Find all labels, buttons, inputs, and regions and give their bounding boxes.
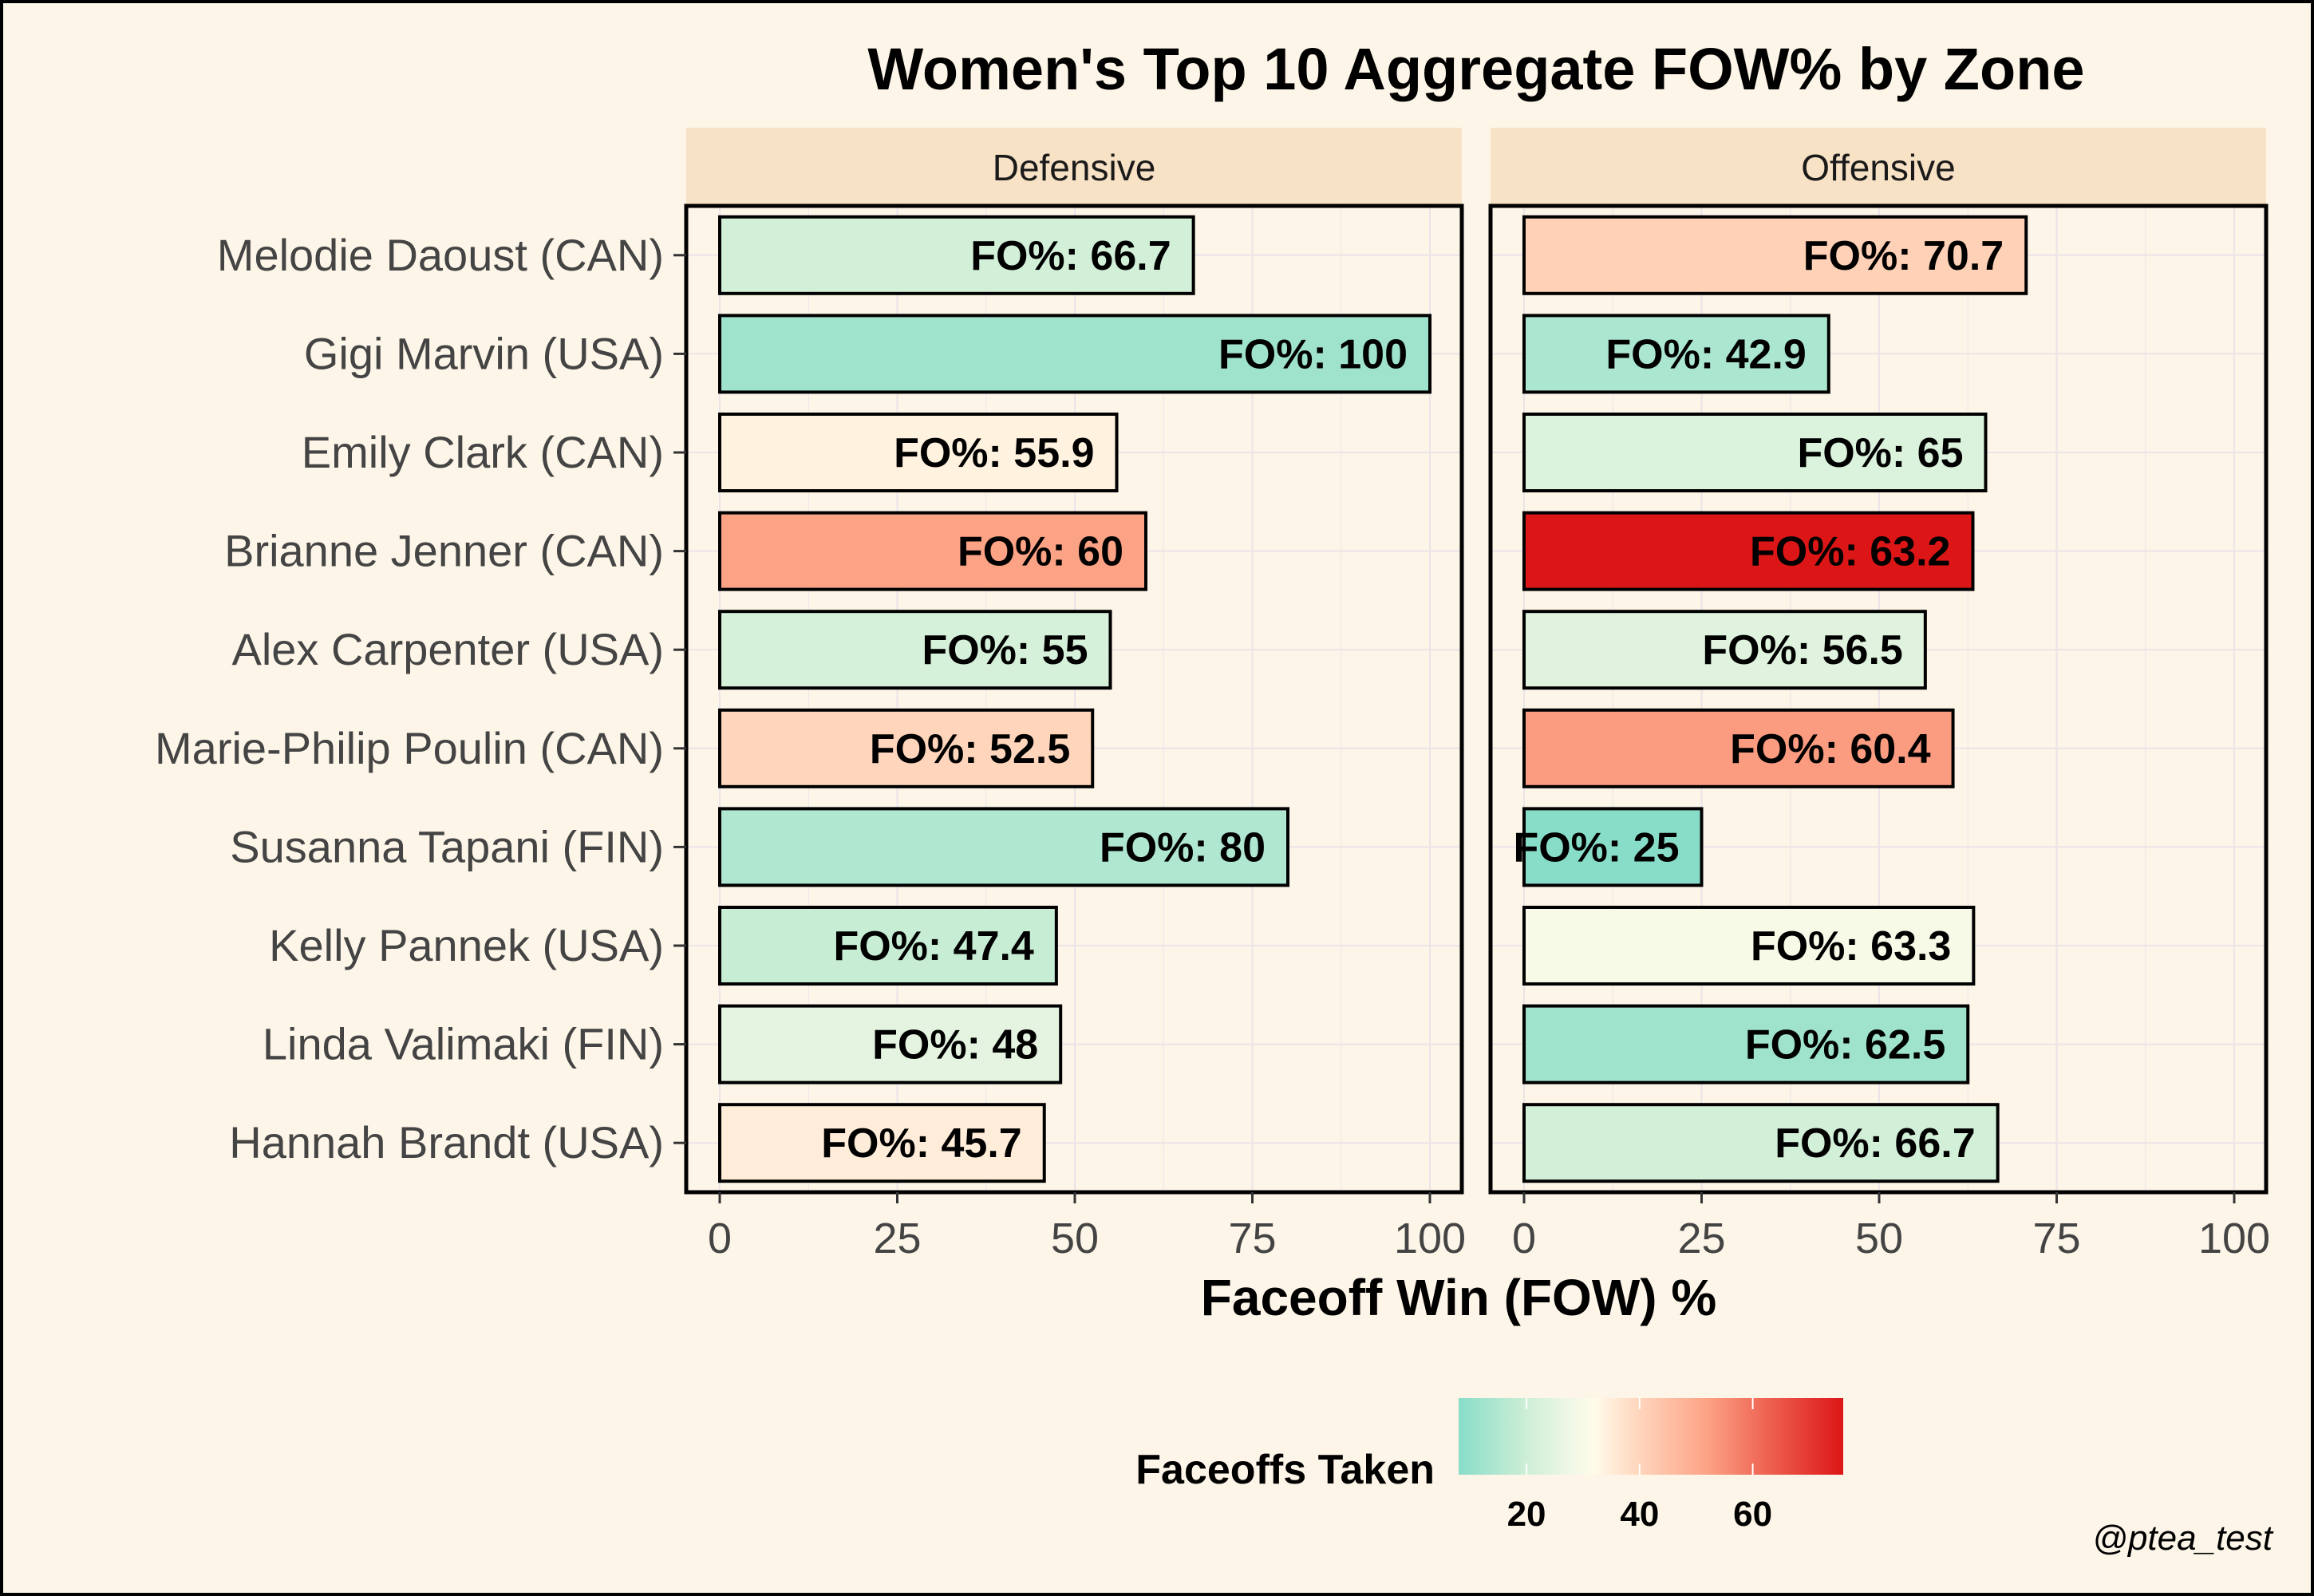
bar-label-offensive: FO%: 60.4 [1730,726,1930,772]
bar-offensive [1522,511,1975,591]
bar-label-offensive: FO%: 66.7 [1775,1120,1975,1167]
bar-defensive [718,314,1431,394]
bar-offensive [1522,807,1704,887]
y-tick-label: Hannah Brandt (USA) [229,1117,664,1167]
y-tick-label: Melodie Daoust (CAN) [217,230,664,280]
bar-offensive [1522,413,1988,492]
x-tick-label: 75 [1228,1215,1276,1262]
legend-tick-label: 60 [1733,1495,1772,1534]
x-tick-label: 50 [1855,1215,1903,1262]
y-tick-label: Susanna Tapani (FIN) [230,821,664,871]
plot-area: Defensive FO%: 66.7 FO%: 100 FO%: 55.9 FO%: … [155,128,2270,1262]
facet-strip-defensive [686,128,1462,206]
bar-offensive [1522,1103,2000,1183]
facet-strip-offensive [1491,128,2266,206]
bar-offensive [1522,314,1830,394]
facet-label-defensive: Defensive [993,147,1156,188]
bar-offensive [1522,610,1927,690]
y-tick-label: Marie-Philip Poulin (CAN) [155,723,664,773]
x-tick-label: 100 [2198,1215,2270,1262]
bar-label-defensive: FO%: 66.7 [970,233,1171,279]
bar-label-offensive: FO%: 62.5 [1745,1022,1945,1069]
bar-offensive [1522,906,1976,986]
bar-label-defensive: FO%: 60 [958,529,1123,575]
bar-offensive [1522,215,2028,295]
legend: Faceoffs Taken 20 40 60 [1135,1398,1843,1534]
bar-label-defensive: FO%: 52.5 [870,726,1070,772]
facet-label-offensive: Offensive [1801,147,1955,188]
bar-label-defensive: FO%: 55.9 [894,430,1094,476]
bar-label-offensive: FO%: 56.5 [1702,627,1902,674]
legend-colorbar [1459,1398,1843,1475]
y-tick-label: Kelly Pannek (USA) [269,920,664,970]
y-tick-label: Emily Clark (CAN) [302,427,664,477]
bar-defensive [718,906,1058,986]
bar-defensive [718,215,1195,295]
bar-offensive [1522,1004,1970,1084]
bar-defensive [718,708,1095,788]
y-tick-label: Brianne Jenner (CAN) [224,526,664,576]
bar-defensive [718,610,1112,690]
x-tick-label: 25 [873,1215,921,1262]
bar-defensive [718,1004,1063,1084]
legend-tick-label: 40 [1620,1495,1659,1534]
y-tick-label: Linda Valimaki (FIN) [263,1019,664,1069]
bar-label-defensive: FO%: 80 [1100,824,1266,871]
bar-defensive [718,511,1147,591]
x-tick-label: 75 [2032,1215,2080,1262]
bar-label-offensive: FO%: 42.9 [1605,331,1806,377]
x-axis-label: Faceoff Win (FOW) % [1201,1269,1716,1326]
bar-label-defensive: FO%: 47.4 [833,923,1033,970]
bar-offensive [1522,708,1955,788]
bar-label-defensive: FO%: 55 [922,627,1088,674]
legend-tick-label: 20 [1507,1495,1546,1534]
bar-defensive [718,807,1289,887]
chart-title: Women's Top 10 Aggregate FOW% by Zone [867,36,2084,102]
x-tick-label: 100 [1394,1215,1466,1262]
bar-label-offensive: FO%: 25 [1513,824,1679,871]
x-tick-label: 25 [1677,1215,1725,1262]
legend-title: Faceoffs Taken [1135,1447,1435,1493]
bar-label-offensive: FO%: 63.3 [1751,923,1951,970]
bar-defensive [718,413,1119,492]
bar-label-defensive: FO%: 45.7 [821,1120,1021,1167]
x-tick-label: 0 [1512,1215,1536,1262]
x-tick-label: 0 [708,1215,732,1262]
y-tick-label: Alex Carpenter (USA) [231,624,664,674]
bar-label-defensive: FO%: 100 [1218,331,1408,377]
y-tick-label: Gigi Marvin (USA) [304,328,664,378]
bar-label-offensive: FO%: 65 [1797,430,1963,476]
bar-defensive [718,1103,1046,1183]
bar-label-defensive: FO%: 48 [872,1022,1038,1069]
bar-label-offensive: FO%: 63.2 [1750,529,1950,575]
x-tick-label: 50 [1051,1215,1099,1262]
bar-label-offensive: FO%: 70.7 [1803,233,2004,279]
caption: @ptea_test [2092,1519,2273,1558]
